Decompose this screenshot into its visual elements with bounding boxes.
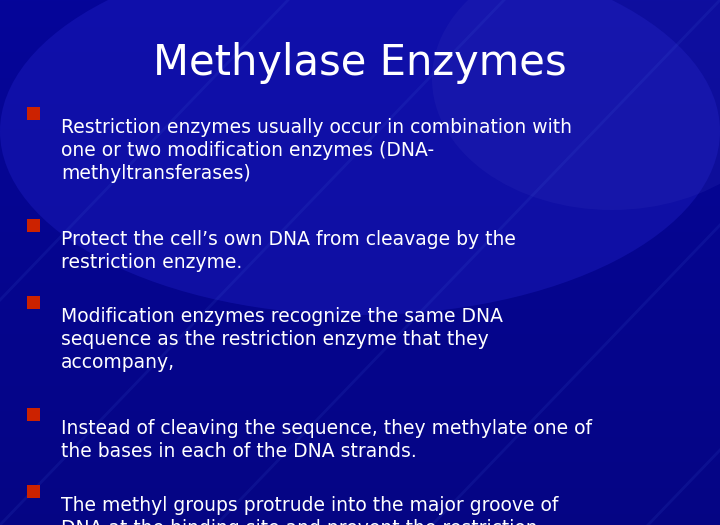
Ellipse shape <box>432 0 720 210</box>
FancyBboxPatch shape <box>27 107 40 120</box>
Text: Modification enzymes recognize the same DNA
sequence as the restriction enzyme t: Modification enzymes recognize the same … <box>61 307 503 372</box>
Text: The methyl groups protrude into the major groove of
DNA at the binding site and : The methyl groups protrude into the majo… <box>61 496 559 525</box>
Text: Methylase Enzymes: Methylase Enzymes <box>153 42 567 84</box>
FancyBboxPatch shape <box>27 219 40 233</box>
Text: Protect the cell’s own DNA from cleavage by the
restriction enzyme.: Protect the cell’s own DNA from cleavage… <box>61 230 516 272</box>
Ellipse shape <box>0 0 720 315</box>
FancyBboxPatch shape <box>27 408 40 422</box>
FancyBboxPatch shape <box>27 296 40 309</box>
FancyBboxPatch shape <box>27 485 40 498</box>
Text: Instead of cleaving the sequence, they methylate one of
the bases in each of the: Instead of cleaving the sequence, they m… <box>61 419 593 461</box>
Text: Restriction enzymes usually occur in combination with
one or two modification en: Restriction enzymes usually occur in com… <box>61 118 572 183</box>
